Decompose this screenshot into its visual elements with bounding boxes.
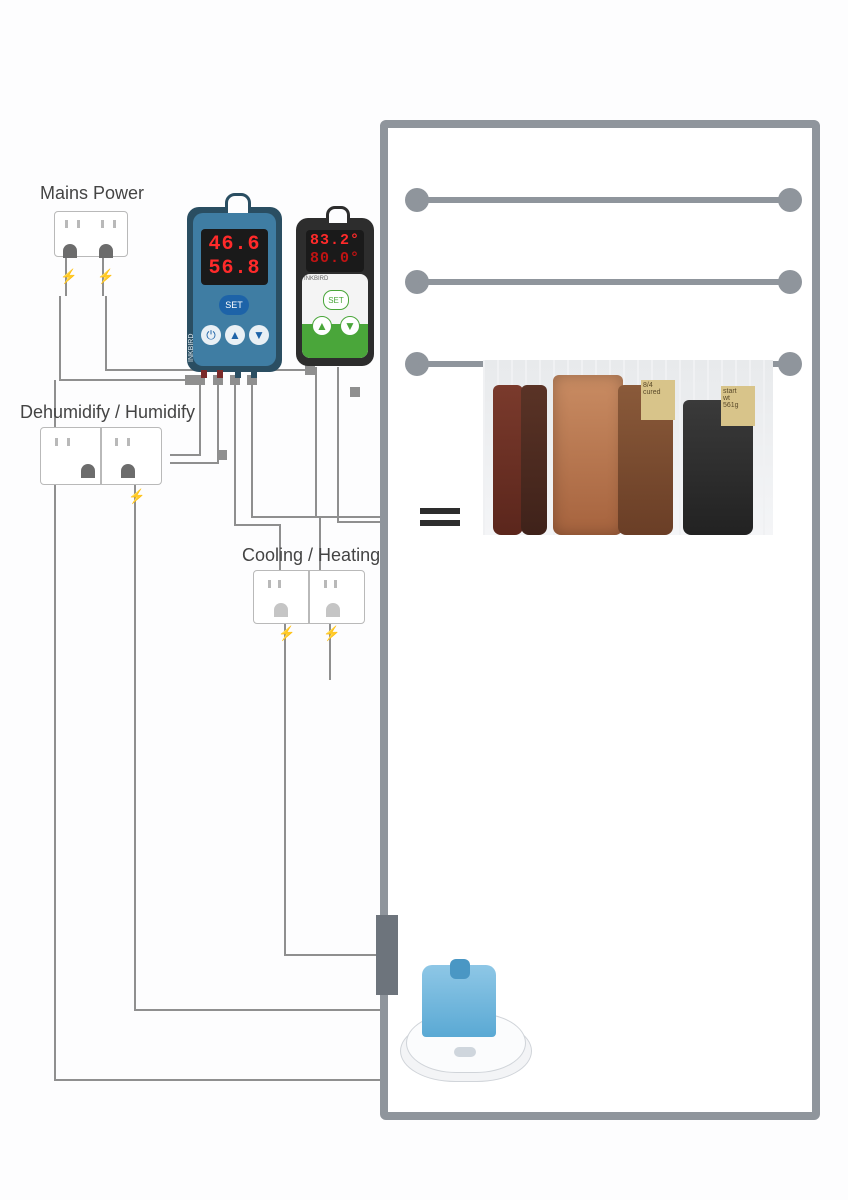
brand-label: INKBIRD — [304, 276, 328, 282]
bolt-icon: ⚡ — [97, 268, 114, 285]
up-button[interactable]: ▲ — [312, 316, 332, 336]
label-dehum-hum: Dehumidify / Humidify — [20, 402, 195, 423]
bolt-icon: ⚡ — [278, 625, 295, 642]
set-button[interactable]: SET — [323, 290, 349, 310]
label-mains-power: Mains Power — [40, 183, 144, 204]
humidity-reading-bottom: 56.8 — [201, 257, 268, 280]
humidity-reading-top: 46.6 — [201, 233, 268, 256]
hanging-meat-photo: 8/4cured startwt561g — [483, 360, 773, 535]
humidity-controller: 46.6 56.8 SET ⏻ ▲ ▼ INKBIRD — [187, 207, 282, 372]
cooling-outlet — [253, 570, 365, 624]
down-button[interactable]: ▼ — [249, 325, 269, 345]
brand-label: INKBIRD — [188, 334, 195, 362]
bolt-icon: ⚡ — [128, 488, 145, 505]
label-cool-heat: Cooling / Heating — [242, 545, 380, 566]
power-button[interactable]: ⏻ — [201, 325, 221, 345]
mains-outlet — [54, 211, 128, 257]
sensor-probe-1 — [420, 508, 460, 514]
down-button[interactable]: ▼ — [340, 316, 360, 336]
set-button[interactable]: SET — [219, 295, 249, 315]
temp-reading-top: 83.2° — [306, 232, 364, 249]
bolt-icon: ⚡ — [323, 625, 340, 642]
cable-port — [376, 915, 398, 995]
up-button[interactable]: ▲ — [225, 325, 245, 345]
temperature-controller: 83.2° 80.0° INKBIRD SET ▲ ▼ — [296, 218, 374, 366]
dehumidify-outlet — [40, 427, 162, 485]
bolt-icon: ⚡ — [60, 268, 77, 285]
sensor-probe-2 — [420, 520, 460, 526]
temp-reading-bottom: 80.0° — [306, 250, 364, 267]
humidifier — [400, 965, 530, 1080]
